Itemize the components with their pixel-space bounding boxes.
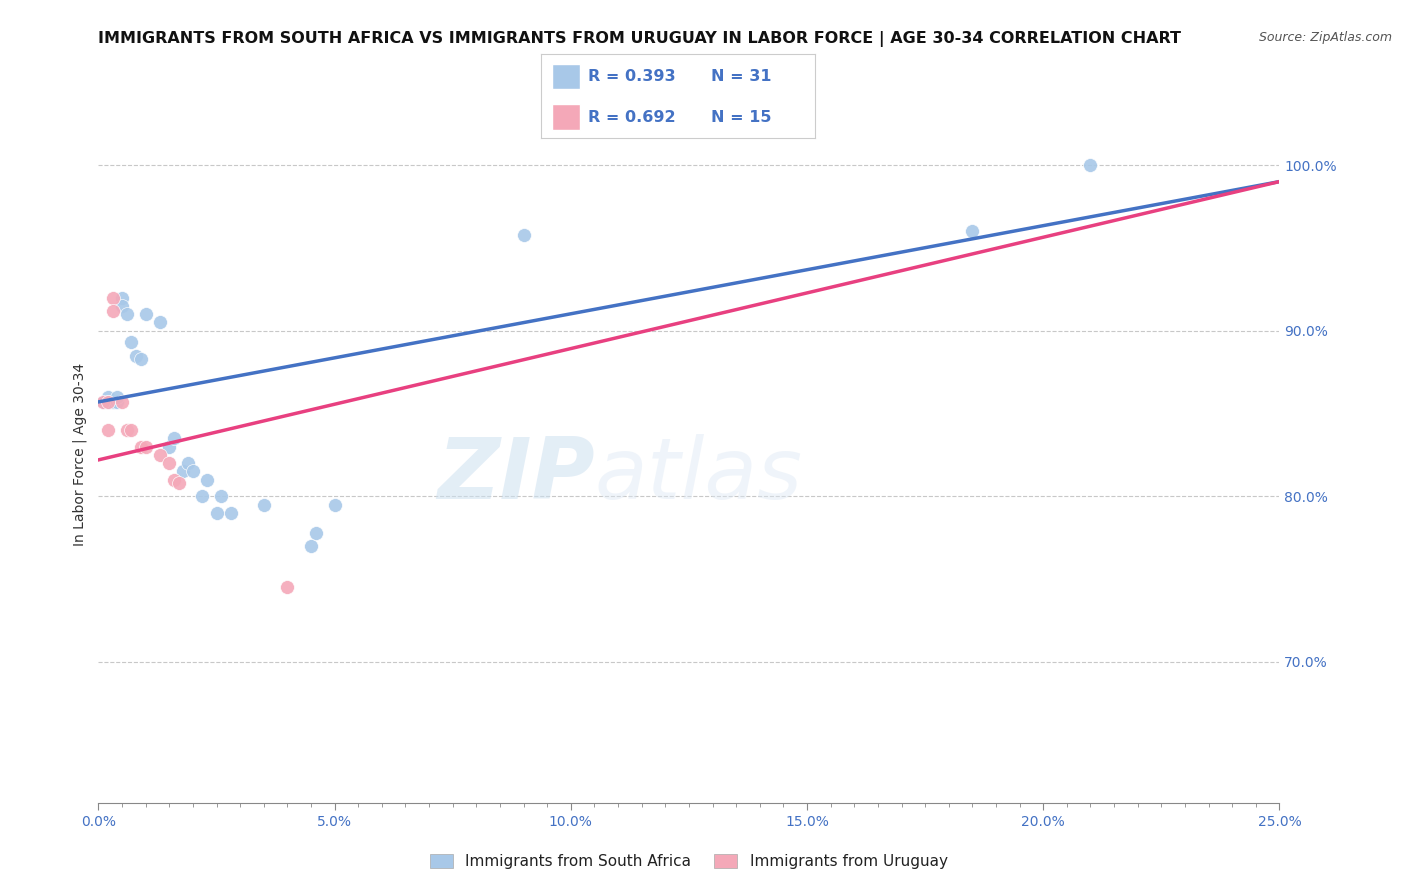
- Point: [101, 303, 124, 318]
- Point: [121, 335, 143, 350]
- Point: [181, 465, 204, 479]
- Point: [512, 227, 534, 242]
- Point: [1080, 158, 1102, 172]
- Y-axis label: In Labor Force | Age 30-34: In Labor Force | Age 30-34: [73, 363, 87, 547]
- Point: [129, 351, 152, 366]
- Point: [195, 473, 218, 487]
- Point: [191, 489, 214, 503]
- Point: [115, 423, 138, 437]
- Point: [135, 440, 157, 454]
- Point: [97, 395, 120, 409]
- Text: IMMIGRANTS FROM SOUTH AFRICA VS IMMIGRANTS FROM URUGUAY IN LABOR FORCE | AGE 30-: IMMIGRANTS FROM SOUTH AFRICA VS IMMIGRAN…: [98, 31, 1181, 47]
- Text: ZIP: ZIP: [437, 434, 595, 517]
- Text: N = 15: N = 15: [711, 110, 772, 125]
- Point: [323, 498, 346, 512]
- Legend: Immigrants from South Africa, Immigrants from Uruguay: Immigrants from South Africa, Immigrants…: [425, 848, 953, 875]
- Text: R = 0.393: R = 0.393: [588, 69, 675, 84]
- Point: [219, 506, 242, 520]
- Point: [101, 291, 124, 305]
- Point: [172, 465, 194, 479]
- FancyBboxPatch shape: [553, 63, 579, 89]
- Point: [167, 476, 190, 491]
- Point: [135, 307, 157, 321]
- Point: [149, 448, 172, 462]
- Point: [91, 395, 114, 409]
- Point: [125, 349, 148, 363]
- Point: [157, 456, 180, 470]
- Point: [105, 395, 128, 409]
- Point: [209, 489, 232, 503]
- Point: [299, 539, 322, 553]
- FancyBboxPatch shape: [553, 104, 579, 130]
- Point: [205, 506, 228, 520]
- Point: [91, 395, 114, 409]
- Point: [129, 440, 152, 454]
- Point: [111, 291, 134, 305]
- Point: [111, 299, 134, 313]
- Point: [962, 224, 984, 238]
- Text: R = 0.692: R = 0.692: [588, 110, 675, 125]
- Point: [115, 307, 138, 321]
- Point: [253, 498, 276, 512]
- Point: [163, 473, 186, 487]
- Point: [276, 581, 298, 595]
- Text: atlas: atlas: [595, 434, 803, 517]
- Text: N = 31: N = 31: [711, 69, 772, 84]
- Point: [149, 315, 172, 329]
- Point: [163, 431, 186, 445]
- Point: [97, 423, 120, 437]
- Point: [121, 423, 143, 437]
- Point: [97, 390, 120, 404]
- Point: [111, 395, 134, 409]
- Point: [101, 395, 124, 409]
- Text: Source: ZipAtlas.com: Source: ZipAtlas.com: [1258, 31, 1392, 45]
- Point: [177, 456, 200, 470]
- Point: [157, 440, 180, 454]
- Point: [305, 525, 328, 540]
- Point: [97, 395, 120, 409]
- Point: [105, 390, 128, 404]
